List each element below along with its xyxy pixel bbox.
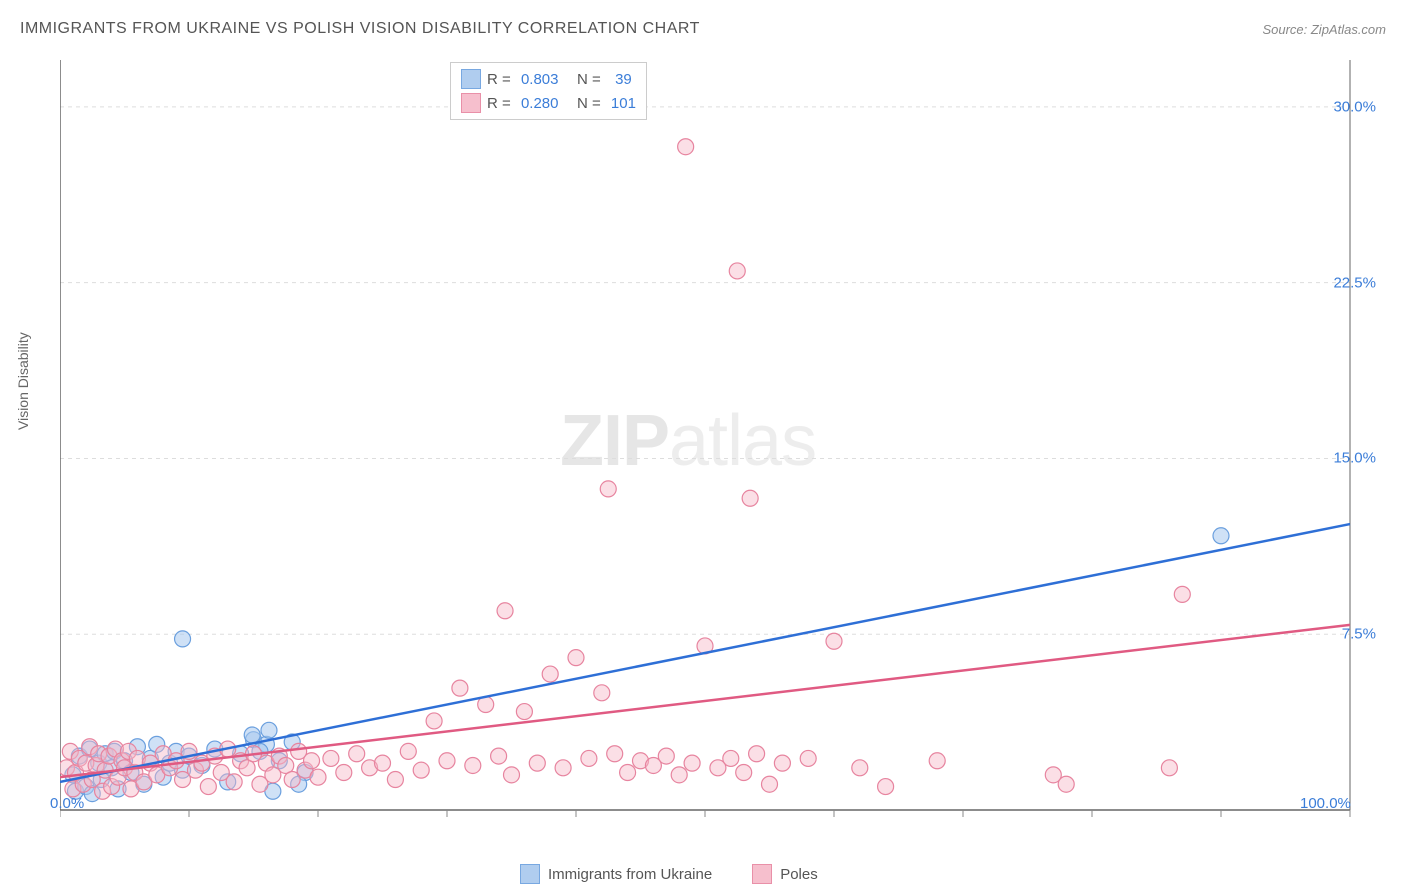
data-point-ukraine <box>244 727 260 743</box>
legend-stat-row: R = 0.803 N = 39 <box>461 67 636 91</box>
y-tick-label: 30.0% <box>1333 98 1376 115</box>
data-point-ukraine <box>261 722 277 738</box>
legend-series-label: Immigrants from Ukraine <box>548 866 712 883</box>
data-point-poles <box>929 753 945 769</box>
data-point-poles <box>684 755 700 771</box>
legend-series: Immigrants from Ukraine Poles <box>520 864 818 884</box>
legend-series-label: Poles <box>780 866 818 883</box>
data-point-poles <box>465 757 481 773</box>
plot-area: 7.5%15.0%22.5%30.0%0.0%100.0% <box>60 60 1380 840</box>
data-point-poles <box>542 666 558 682</box>
data-point-poles <box>497 603 513 619</box>
data-point-poles <box>1174 586 1190 602</box>
y-tick-label: 22.5% <box>1333 274 1376 291</box>
data-point-poles <box>594 685 610 701</box>
legend-swatch <box>461 93 481 113</box>
data-point-poles <box>555 760 571 776</box>
data-point-poles <box>658 748 674 764</box>
data-point-poles <box>413 762 429 778</box>
source-attribution: Source: ZipAtlas.com <box>1262 22 1386 37</box>
data-point-poles <box>1058 776 1074 792</box>
x-tick-label: 0.0% <box>50 795 84 812</box>
legend-series-item: Poles <box>752 864 818 884</box>
data-point-poles <box>607 746 623 762</box>
source-name: ZipAtlas.com <box>1311 22 1386 37</box>
y-tick-label: 7.5% <box>1342 626 1376 643</box>
data-point-ukraine <box>175 631 191 647</box>
data-point-poles <box>600 481 616 497</box>
y-axis-label: Vision Disability <box>15 332 31 430</box>
data-point-poles <box>387 772 403 788</box>
legend-stats-box: R = 0.803 N = 39R = 0.280 N = 101 <box>450 62 647 120</box>
data-point-poles <box>729 263 745 279</box>
legend-n-label: N = <box>564 71 604 88</box>
data-point-poles <box>304 753 320 769</box>
data-point-poles <box>529 755 545 771</box>
data-point-poles <box>742 490 758 506</box>
data-point-poles <box>620 765 636 781</box>
data-point-poles <box>226 774 242 790</box>
legend-n-value: 39 <box>611 71 632 88</box>
scatter-chart-svg <box>60 60 1380 840</box>
legend-swatch <box>461 69 481 89</box>
data-point-poles <box>878 779 894 795</box>
data-point-poles <box>491 748 507 764</box>
data-point-poles <box>400 743 416 759</box>
chart-title: IMMIGRANTS FROM UKRAINE VS POLISH VISION… <box>20 20 700 38</box>
y-tick-label: 15.0% <box>1333 450 1376 467</box>
data-point-poles <box>452 680 468 696</box>
data-point-poles <box>375 755 391 771</box>
data-point-poles <box>426 713 442 729</box>
data-point-poles <box>323 750 339 766</box>
data-point-poles <box>800 750 816 766</box>
legend-swatch <box>752 864 772 884</box>
data-point-poles <box>671 767 687 783</box>
data-point-poles <box>581 750 597 766</box>
legend-stat-row: R = 0.280 N = 101 <box>461 91 636 115</box>
data-point-poles <box>762 776 778 792</box>
data-point-poles <box>736 765 752 781</box>
x-tick-label: 100.0% <box>1300 795 1351 812</box>
source-label: Source: <box>1262 22 1310 37</box>
data-point-poles <box>310 769 326 785</box>
data-point-poles <box>852 760 868 776</box>
trendline-ukraine <box>60 524 1350 782</box>
legend-r-value: 0.803 <box>521 71 559 88</box>
data-point-poles <box>774 755 790 771</box>
data-point-poles <box>568 650 584 666</box>
legend-swatch <box>520 864 540 884</box>
data-point-poles <box>749 746 765 762</box>
legend-r-label: R = <box>487 95 515 112</box>
data-point-poles <box>678 139 694 155</box>
data-point-poles <box>439 753 455 769</box>
data-point-poles <box>504 767 520 783</box>
data-point-ukraine <box>1213 528 1229 544</box>
data-point-poles <box>826 633 842 649</box>
data-point-poles <box>723 750 739 766</box>
data-point-poles <box>516 704 532 720</box>
legend-r-label: R = <box>487 71 515 88</box>
legend-n-label: N = <box>564 95 604 112</box>
legend-n-value: 101 <box>611 95 636 112</box>
data-point-poles <box>336 765 352 781</box>
data-point-poles <box>1161 760 1177 776</box>
legend-r-value: 0.280 <box>521 95 559 112</box>
data-point-poles <box>349 746 365 762</box>
legend-series-item: Immigrants from Ukraine <box>520 864 712 884</box>
data-point-poles <box>200 779 216 795</box>
